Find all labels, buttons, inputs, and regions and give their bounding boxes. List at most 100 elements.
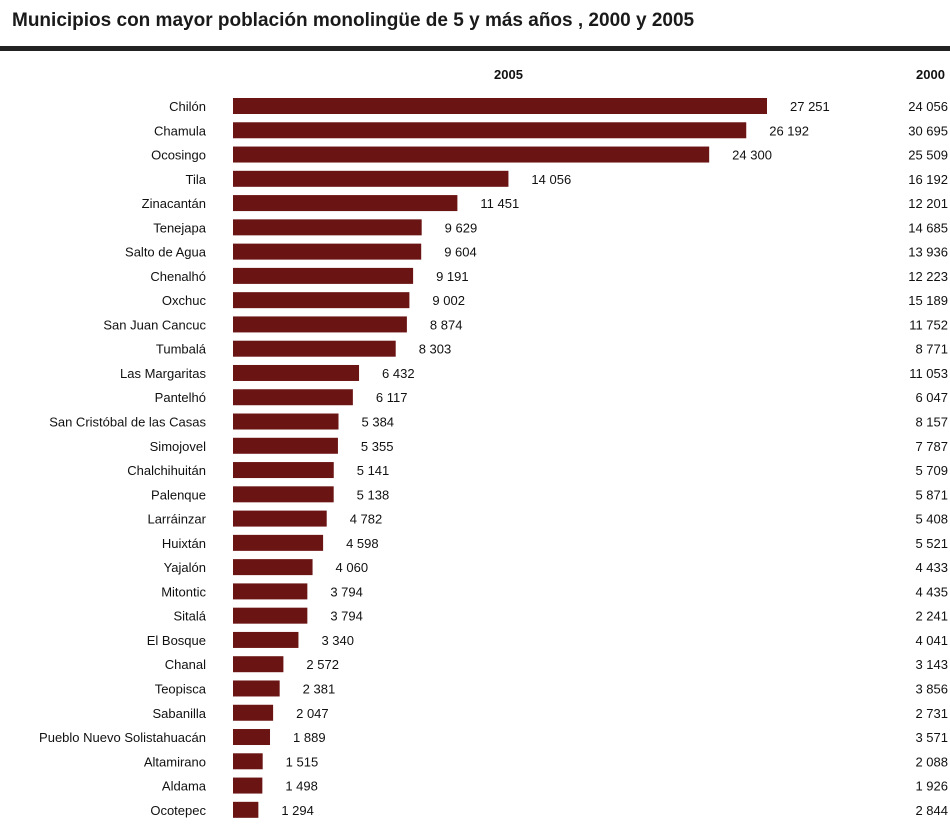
bar-2005 [233,219,422,236]
title-divider [0,46,950,51]
bar-2005 [233,607,308,624]
category-label: Sitalá [173,609,206,624]
value-label-2000: 11 053 [909,366,948,381]
category-label: San Cristóbal de las Casas [49,415,206,430]
value-label-2000: 12 223 [908,269,948,284]
category-label: Teopisca [155,681,207,696]
value-label-2005: 4 060 [336,560,369,575]
bar-2005 [233,680,280,697]
bar-2005 [233,195,458,212]
value-label-2005: 3 794 [330,584,363,599]
bar-2005 [233,656,284,673]
bar-2005 [233,146,710,163]
value-label-2000: 16 192 [908,172,948,187]
bar-2005 [233,631,299,648]
value-label-2000: 13 936 [908,245,948,260]
category-label: Las Margaritas [120,366,206,381]
bar-2005 [233,583,308,600]
bar-2005 [233,267,414,284]
value-label-2005: 11 451 [480,196,519,211]
value-label-2000: 24 056 [908,99,948,114]
value-label-2000: 3 571 [915,730,948,745]
bar-2005 [233,534,324,551]
value-label-2005: 27 251 [790,99,830,114]
value-label-2005: 2 047 [296,706,329,721]
value-label-2005: 1 498 [285,779,318,794]
value-label-2005: 5 141 [357,463,390,478]
value-label-2005: 3 340 [321,633,354,648]
value-label-2000: 1 926 [915,779,948,794]
category-label: Altamirano [144,754,206,769]
value-label-2000: 15 189 [908,293,948,308]
value-label-2000: 2 241 [915,609,948,624]
value-label-2000: 2 731 [915,706,948,721]
value-label-2005: 8 874 [430,317,463,332]
category-label: Larráinzar [147,512,206,527]
category-label: Tumbalá [156,342,207,357]
category-label: Ocotepec [150,803,206,818]
bar-2005 [233,510,327,527]
category-label: Simojovel [150,439,206,454]
value-label-2005: 2 572 [306,657,339,672]
value-label-2005: 4 598 [346,536,379,551]
value-label-2005: 24 300 [732,148,772,163]
value-label-2000: 6 047 [915,390,948,405]
value-label-2000: 7 787 [915,439,948,454]
value-label-2000: 8 157 [915,415,948,430]
value-label-2005: 9 191 [436,269,469,284]
bar-2005 [233,486,334,503]
category-label: Mitontic [161,584,206,599]
value-label-2005: 1 515 [286,754,319,769]
bar-2005 [233,170,509,187]
bar-2005 [233,389,353,406]
category-label: Tenejapa [153,220,207,235]
category-label: Tila [186,172,207,187]
value-label-2000: 2 088 [915,754,948,769]
category-label: Aldama [162,779,207,794]
value-label-2005: 8 303 [419,342,452,357]
value-label-2000: 4 435 [915,584,948,599]
bar-2005 [233,559,313,576]
value-label-2005: 2 381 [303,681,336,696]
value-label-2005: 1 889 [293,730,326,745]
value-label-2000: 5 871 [915,487,948,502]
category-label: Oxchuc [162,293,207,308]
value-label-2005: 6 117 [376,390,408,405]
bar-2005 [233,292,410,309]
bar-2005 [233,122,747,139]
category-label: Salto de Agua [125,245,207,260]
value-label-2005: 26 192 [769,123,809,138]
value-label-2005: 1 294 [281,803,314,818]
value-label-2005: 4 782 [350,512,383,527]
value-label-2000: 14 685 [908,220,948,235]
bar-2005 [233,704,274,721]
value-label-2005: 5 384 [362,415,395,430]
value-label-2000: 3 143 [915,657,948,672]
value-label-2005: 3 794 [330,609,363,624]
category-label: Chalchihuitán [127,463,206,478]
value-label-2000: 3 856 [915,681,948,696]
value-label-2000: 5 709 [915,463,948,478]
bar-2005 [233,316,407,333]
column-header-2000: 2000 [916,67,945,82]
bar-2005 [233,340,396,357]
value-label-2000: 4 433 [915,560,948,575]
category-label: Ocosingo [151,148,206,163]
value-label-2005: 9 629 [445,220,478,235]
value-label-2005: 5 138 [357,487,390,502]
bar-2005 [233,753,263,770]
value-label-2000: 25 509 [908,148,948,163]
category-label: Sabanilla [153,706,207,721]
value-label-2005: 5 355 [361,439,394,454]
category-label: Chilón [169,99,206,114]
bar-2005 [233,777,263,794]
category-label: Pueblo Nuevo Solistahuacán [39,730,206,745]
category-label: Chanal [165,657,206,672]
bar-2005 [233,729,271,746]
bar-2005 [233,243,422,260]
value-label-2000: 5 408 [915,512,948,527]
category-label: San Juan Cancuc [103,317,206,332]
category-label: Zinacantán [142,196,206,211]
value-label-2000: 2 844 [915,803,948,818]
